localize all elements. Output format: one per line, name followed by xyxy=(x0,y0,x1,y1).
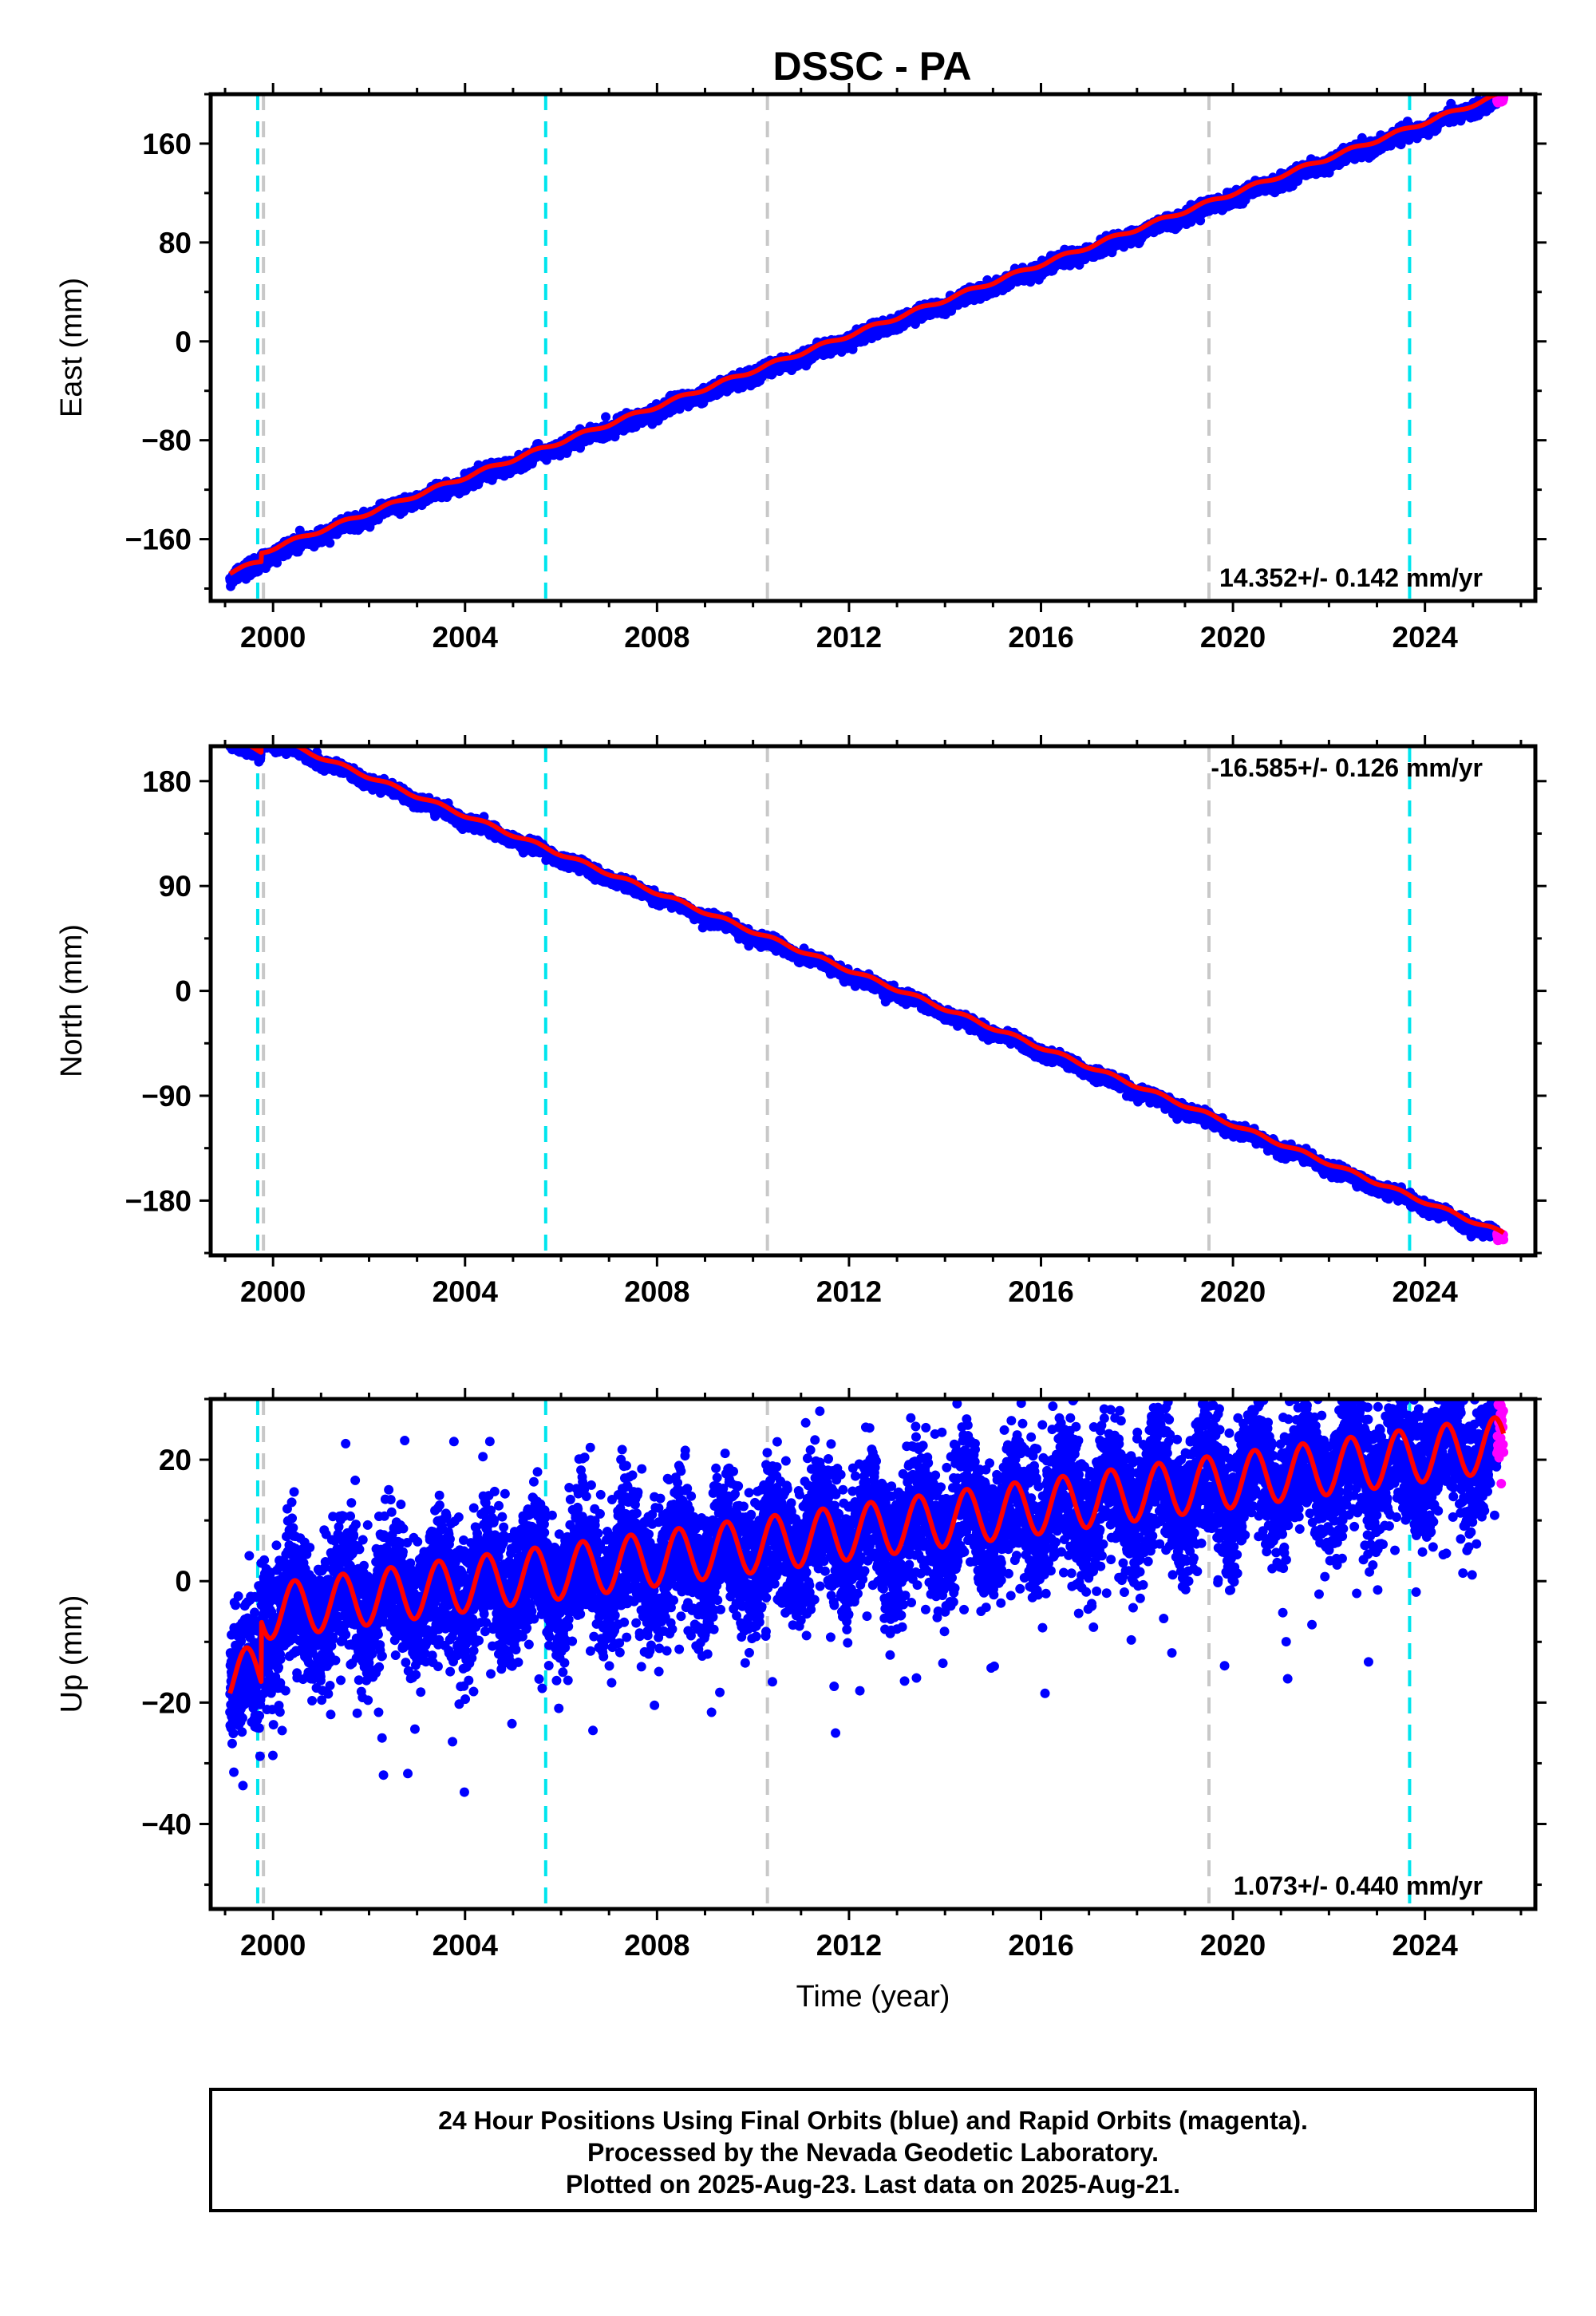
x-tick-label: 2020 xyxy=(1200,1929,1266,1962)
y-axis-label: Up (mm) xyxy=(55,1595,89,1713)
y-tick-label: 20 xyxy=(159,1444,192,1476)
east-panel: 2000 2004 2008 2012 2016 2020 2024 160 80 0 −80 −16… xyxy=(55,83,1547,654)
caption-box: 24 Hour Positions Using Final Orbits (bl… xyxy=(211,2089,1535,2211)
final-orbit-points xyxy=(225,1261,1502,1797)
plot-frame xyxy=(211,94,1535,601)
plot-area xyxy=(225,1261,1508,1909)
velocity-label: 14.352+/- 0.142 mm/yr xyxy=(1219,563,1483,592)
y-tick-label: 90 xyxy=(159,870,192,903)
x-tick-label: 2008 xyxy=(624,621,689,654)
x-tick-label: 2012 xyxy=(816,621,882,654)
x-tick-label: 2000 xyxy=(240,621,306,654)
y-tick-label: −40 xyxy=(141,1808,192,1841)
velocity-label: 1.073+/- 0.440 mm/yr xyxy=(1234,1871,1483,1900)
y-tick-label: 80 xyxy=(159,227,192,259)
x-tick-label: 2024 xyxy=(1393,1929,1459,1962)
rapid-orbit-points xyxy=(1492,88,1508,108)
final-orbit-points xyxy=(225,729,1502,1242)
up-panel: 2000 2004 2008 2012 2016 2020 2024 20 0 −20 −40 Up … xyxy=(55,1261,1547,2014)
north-panel: 2000 2004 2008 2012 2016 2020 2024 180 90 0 −90 −18… xyxy=(55,729,1547,1308)
y-tick-label: −160 xyxy=(125,524,192,556)
y-tick-label: −180 xyxy=(125,1184,192,1217)
y-axis-label: East (mm) xyxy=(55,278,89,417)
x-axis-label: Time (year) xyxy=(796,1980,950,2014)
x-tick-label: 2004 xyxy=(433,621,499,654)
x-tick-label: 2004 xyxy=(433,1929,499,1962)
plot-area xyxy=(225,729,1508,1255)
y-tick-label: −90 xyxy=(141,1080,192,1113)
plot-title: DSSC - PA xyxy=(772,44,971,89)
x-tick-label: 2016 xyxy=(1008,1275,1073,1308)
x-tick-label: 2000 xyxy=(240,1929,306,1962)
x-tick-label: 2004 xyxy=(433,1275,499,1308)
y-tick-label: 0 xyxy=(175,326,192,358)
y-tick-label: −20 xyxy=(141,1686,192,1719)
x-tick-label: 2012 xyxy=(816,1929,882,1962)
caption-line-2: Processed by the Nevada Geodetic Laborat… xyxy=(587,2138,1159,2167)
x-tick-label: 2008 xyxy=(624,1929,689,1962)
x-tick-label: 2016 xyxy=(1008,1929,1073,1962)
x-tick-label: 2016 xyxy=(1008,621,1073,654)
x-tick-label: 2024 xyxy=(1393,621,1459,654)
y-tick-label: 0 xyxy=(175,975,192,1008)
x-tick-label: 2024 xyxy=(1393,1275,1459,1308)
x-tick-label: 2020 xyxy=(1200,621,1266,654)
y-tick-label: 0 xyxy=(175,1565,192,1598)
velocity-label: -16.585+/- 0.126 mm/yr xyxy=(1211,753,1483,782)
y-axis-label: North (mm) xyxy=(55,924,89,1077)
caption-line-1: 24 Hour Positions Using Final Orbits (bl… xyxy=(438,2106,1308,2135)
x-tick-label: 2008 xyxy=(624,1275,689,1308)
plot-area xyxy=(225,88,1508,601)
x-tick-label: 2000 xyxy=(240,1275,306,1308)
y-tick-label: 180 xyxy=(142,765,192,798)
caption-line-3: Plotted on 2025-Aug-23. Last data on 202… xyxy=(566,2170,1180,2199)
y-tick-label: 160 xyxy=(142,128,192,160)
x-tick-label: 2020 xyxy=(1200,1275,1266,1308)
x-tick-label: 2012 xyxy=(816,1275,882,1308)
y-tick-label: −80 xyxy=(141,425,192,457)
